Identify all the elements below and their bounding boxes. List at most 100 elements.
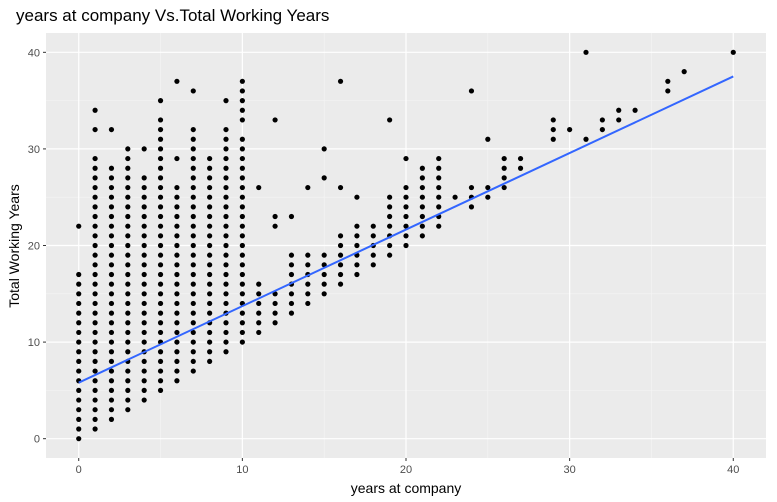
- data-point: [468, 88, 475, 94]
- data-point: [108, 223, 115, 229]
- data-point: [157, 117, 164, 123]
- data-point: [207, 310, 213, 316]
- data-point: [92, 194, 98, 200]
- data-point: [76, 291, 82, 297]
- data-point: [174, 271, 180, 278]
- data-point: [501, 175, 507, 181]
- data-point: [76, 339, 82, 345]
- data-point: [125, 213, 131, 220]
- data-point: [223, 204, 229, 210]
- data-point: [403, 184, 409, 191]
- data-point: [190, 310, 196, 316]
- data-point: [125, 252, 131, 258]
- data-point: [223, 329, 229, 336]
- data-point: [207, 271, 213, 278]
- data-point: [288, 252, 295, 258]
- data-point: [436, 204, 442, 210]
- data-point: [436, 175, 442, 181]
- data-point: [108, 194, 115, 200]
- data-point: [468, 184, 475, 191]
- data-point: [354, 223, 360, 229]
- data-point: [157, 320, 164, 326]
- x-tick-label: 0: [76, 464, 82, 476]
- data-point: [108, 252, 115, 258]
- data-point: [108, 242, 115, 249]
- data-point: [157, 378, 164, 384]
- data-point: [92, 223, 98, 229]
- data-point: [256, 320, 262, 326]
- data-point: [403, 242, 409, 249]
- data-point: [125, 329, 131, 336]
- data-point: [207, 329, 213, 336]
- data-point: [76, 436, 82, 442]
- data-point: [141, 242, 147, 249]
- data-point: [223, 165, 229, 171]
- data-point: [419, 165, 425, 171]
- data-point: [92, 349, 98, 355]
- data-point: [174, 194, 180, 200]
- data-point: [190, 320, 196, 326]
- data-point: [337, 281, 344, 287]
- data-point: [403, 213, 409, 220]
- y-tick-label: 10: [28, 337, 40, 349]
- data-point: [239, 155, 245, 162]
- data-point: [141, 378, 147, 384]
- data-point: [387, 252, 393, 258]
- data-point: [157, 242, 164, 249]
- data-point: [190, 126, 196, 133]
- data-point: [207, 262, 213, 268]
- data-point: [174, 155, 180, 162]
- data-point: [190, 252, 196, 258]
- data-point: [141, 300, 147, 307]
- data-point: [174, 358, 180, 365]
- data-point: [157, 98, 164, 104]
- data-point: [223, 262, 229, 268]
- data-point: [125, 281, 131, 287]
- data-point: [92, 155, 98, 162]
- data-point: [239, 107, 245, 113]
- data-point: [92, 242, 98, 249]
- data-point: [190, 213, 196, 220]
- data-point: [108, 368, 115, 374]
- data-point: [174, 320, 180, 326]
- data-point: [157, 136, 164, 142]
- data-point: [174, 242, 180, 249]
- data-point: [419, 175, 425, 181]
- data-point: [125, 194, 131, 200]
- data-point: [125, 300, 131, 307]
- data-point: [223, 242, 229, 249]
- data-point: [141, 175, 147, 181]
- data-point: [616, 117, 622, 123]
- data-point: [305, 262, 311, 268]
- data-point: [92, 329, 98, 336]
- data-point: [141, 146, 147, 152]
- data-point: [108, 281, 115, 287]
- data-point: [174, 300, 180, 307]
- data-point: [321, 175, 327, 181]
- data-point: [125, 397, 131, 403]
- data-point: [452, 194, 458, 200]
- data-point: [354, 233, 360, 239]
- data-point: [141, 387, 147, 393]
- data-point: [76, 407, 82, 413]
- data-point: [174, 233, 180, 239]
- data-point: [190, 281, 196, 287]
- data-point: [76, 426, 82, 432]
- data-point: [92, 281, 98, 287]
- data-point: [337, 233, 344, 239]
- data-point: [485, 184, 491, 191]
- data-point: [125, 146, 131, 152]
- data-point: [141, 291, 147, 297]
- data-point: [108, 329, 115, 336]
- data-point: [125, 223, 131, 229]
- data-point: [223, 233, 229, 239]
- data-point: [108, 262, 115, 268]
- data-point: [76, 349, 82, 355]
- data-point: [223, 349, 229, 355]
- data-point: [157, 300, 164, 307]
- data-point: [239, 98, 245, 104]
- x-axis-label: years at company: [350, 480, 462, 496]
- trend-line: [78, 75, 734, 384]
- data-point: [125, 271, 131, 278]
- data-point: [354, 194, 360, 200]
